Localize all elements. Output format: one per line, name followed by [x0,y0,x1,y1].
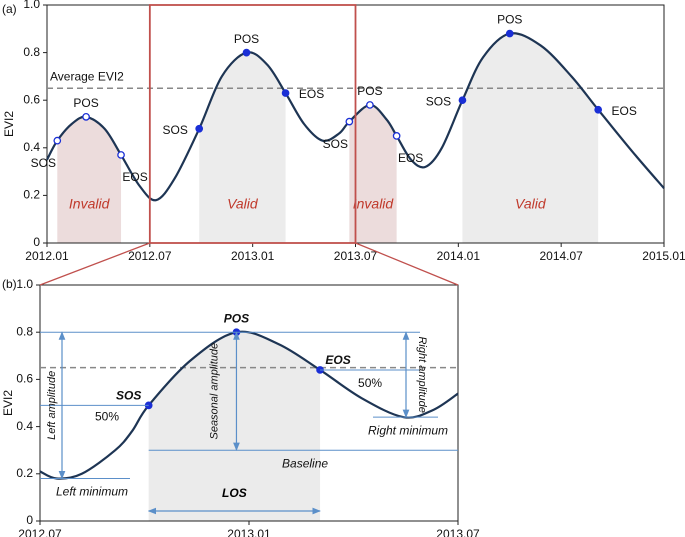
x-tick-label: 2012.01 [25,249,69,263]
phenology-point [281,89,290,97]
y-tick-label: 0.8 [23,45,40,59]
phenology-label: EOS [612,104,637,118]
amplitude-label: Left amplitude [46,371,58,440]
region-label: Valid [227,196,259,212]
level-label: Baseline [282,456,328,470]
region-label: Valid [515,196,547,212]
average-label: Average EVI2 [50,69,124,83]
phenology-label: EOS [398,151,423,165]
phenology-point [392,132,401,140]
panel-label: (a) [2,2,17,16]
phenology-label: SOS [31,156,56,170]
x-tick-label: 2012.07 [128,249,172,263]
x-tick-label: 2014.07 [539,249,583,263]
phenology-point [53,136,62,145]
x-tick-label: 2012.07 [18,527,62,537]
phenology-point [594,105,603,114]
x-tick-label: 2013.01 [231,249,275,263]
region-label: LOS [222,486,247,500]
zoom-connector [39,242,151,286]
y-tick-label: 0.2 [16,466,33,480]
y-tick-label: 0 [33,235,40,249]
panel-label: (b) [2,277,17,291]
amplitude-label: Seasonal amplitude [208,343,220,440]
threshold-label: 50% [358,376,382,390]
phenology-label: SOS [323,137,348,151]
amplitude-label: Right amplitude [416,336,428,412]
phenology-label: SOS [116,389,141,403]
phenology-point [117,151,125,159]
phenology-label: POS [73,96,98,110]
y-axis-label: EVI2 [1,390,15,416]
region-label: Invalid [353,196,395,212]
y-tick-label: 0.4 [16,419,33,433]
y-tick-label: 1.0 [23,0,40,11]
zoom-box [148,4,357,244]
phenology-point [505,29,514,38]
phenology-label: POS [357,84,382,98]
region-label: Invalid [69,196,111,212]
level-label: Left minimum [56,485,128,499]
y-tick-label: 0 [26,513,33,527]
x-tick-label: 2015.01 [642,249,685,263]
phenology-point [82,113,90,121]
phenology-label: POS [497,13,522,27]
phenology-point [458,96,467,105]
phenology-label: EOS [122,170,147,184]
phenology-label: POS [234,32,259,46]
phenology-label: SOS [426,94,451,108]
threshold-label: 50% [95,410,119,424]
x-tick-label: 2013.07 [436,527,480,537]
y-tick-label: 0.6 [16,372,33,386]
y-axis-label: EVI2 [2,111,16,137]
x-tick-label: 2013.07 [334,249,378,263]
y-tick-label: 0.6 [23,92,40,106]
phenology-point [195,124,204,133]
y-tick-label: 0.4 [23,140,40,154]
zoom-connector [355,242,459,286]
phenology-label: EOS [299,87,324,101]
phenology-point [366,101,374,109]
evi2-curve [39,330,459,480]
phenology-label: EOS [325,353,350,367]
y-tick-label: 0.8 [16,324,33,338]
phenology-point [345,117,354,126]
level-label: Right minimum [368,423,448,437]
x-tick-label: 2014.01 [437,249,481,263]
phenology-point [242,48,251,57]
y-tick-label: 0.2 [23,188,40,202]
phenology-label: POS [224,311,249,325]
phenology-label: SOS [163,123,188,137]
y-tick-label: 1.0 [16,277,33,291]
x-tick-label: 2013.01 [227,527,271,537]
